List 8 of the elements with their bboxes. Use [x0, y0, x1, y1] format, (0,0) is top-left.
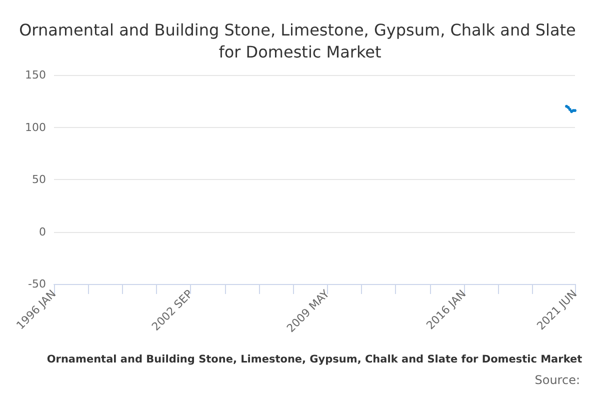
y-tick-label: -50: [28, 278, 46, 290]
y-tick-label: 0: [39, 225, 46, 238]
source-note: Source:: [534, 373, 580, 387]
x-axis-title: Ornamental and Building Stone, Limestone, Gypsum, Chalk and Slate for Domestic Market: [46, 354, 582, 366]
chart-title: Ornamental and Building Stone, Limestone, Gypsum, Chalk and Slate for Domestic Market: [19, 20, 581, 62]
y-tick-label: 100: [25, 120, 46, 134]
y-tick-label: 50: [32, 173, 46, 186]
y-tick-label: 150: [25, 68, 46, 82]
